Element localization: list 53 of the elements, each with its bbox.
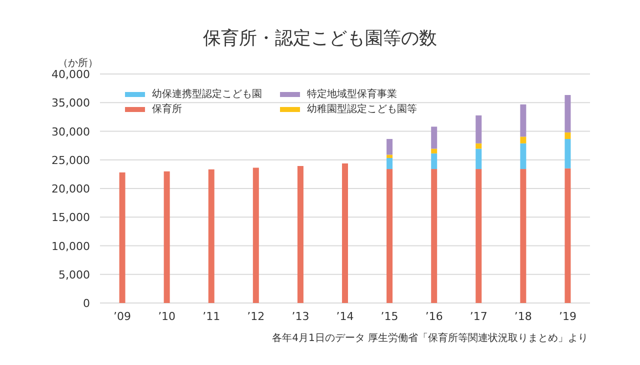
bar — [564, 168, 571, 303]
bar — [520, 104, 526, 137]
x-tick-label: ’19 — [558, 310, 576, 323]
bar — [164, 171, 170, 303]
bar — [431, 126, 438, 149]
y-tick-label: 25,000 — [52, 154, 90, 167]
bar — [431, 169, 438, 303]
bar — [564, 138, 571, 168]
x-tick-label: ’13 — [292, 310, 310, 323]
y-tick-label: 30,000 — [52, 125, 90, 138]
x-tick-label: ’16 — [425, 310, 443, 323]
text: 各年4月1日のデータ 厚生労働省「保育所等関連状況取りまとめ」より — [272, 332, 588, 344]
bar — [208, 169, 214, 303]
bar — [386, 154, 393, 158]
bar — [386, 158, 393, 170]
x-tick-label: ’18 — [514, 310, 532, 323]
bar — [386, 138, 393, 155]
bar — [431, 153, 438, 170]
y-tick-label: 5,000 — [58, 268, 90, 282]
bar — [119, 172, 126, 303]
bar — [252, 168, 259, 303]
x-tick-label: ’17 — [470, 310, 488, 323]
x-tick-label: ’11 — [202, 310, 220, 323]
legend-label: 幼保連携型認定こども園 — [152, 88, 262, 100]
chart-title: 保育所・認定こども園等の数 — [203, 28, 437, 49]
x-tick-label: ’09 — [114, 310, 132, 323]
bar — [386, 169, 393, 303]
x-tick-label: ’15 — [380, 310, 398, 323]
bar — [476, 169, 482, 303]
bar — [297, 166, 304, 303]
y-tick-label: 35,000 — [52, 96, 90, 110]
bar — [520, 143, 526, 170]
bar — [476, 148, 482, 170]
legend-label: 保育所 — [152, 103, 182, 115]
bar — [564, 95, 571, 132]
y-tick-label: 0 — [83, 297, 90, 310]
bar — [520, 169, 526, 303]
x-tick-label: ’12 — [247, 310, 265, 323]
x-tick-label: ’10 — [158, 310, 176, 323]
bar — [431, 148, 438, 154]
y-tick-label: 10,000 — [52, 240, 90, 253]
bar — [520, 136, 526, 144]
y-tick-label: 20,000 — [52, 182, 90, 196]
x-tick-label: ’14 — [336, 310, 354, 323]
bar — [342, 163, 348, 303]
bar — [476, 115, 482, 144]
legend-label: 特定地域型保育事業 — [307, 88, 397, 100]
y-axis-title: （か所） — [58, 57, 98, 69]
y-tick-label: 15,000 — [52, 211, 90, 224]
y-tick-label: 40,000 — [52, 68, 90, 81]
bar — [564, 132, 571, 139]
bar — [476, 143, 482, 149]
legend-label: 幼稚園型認定こども園等 — [307, 103, 417, 115]
